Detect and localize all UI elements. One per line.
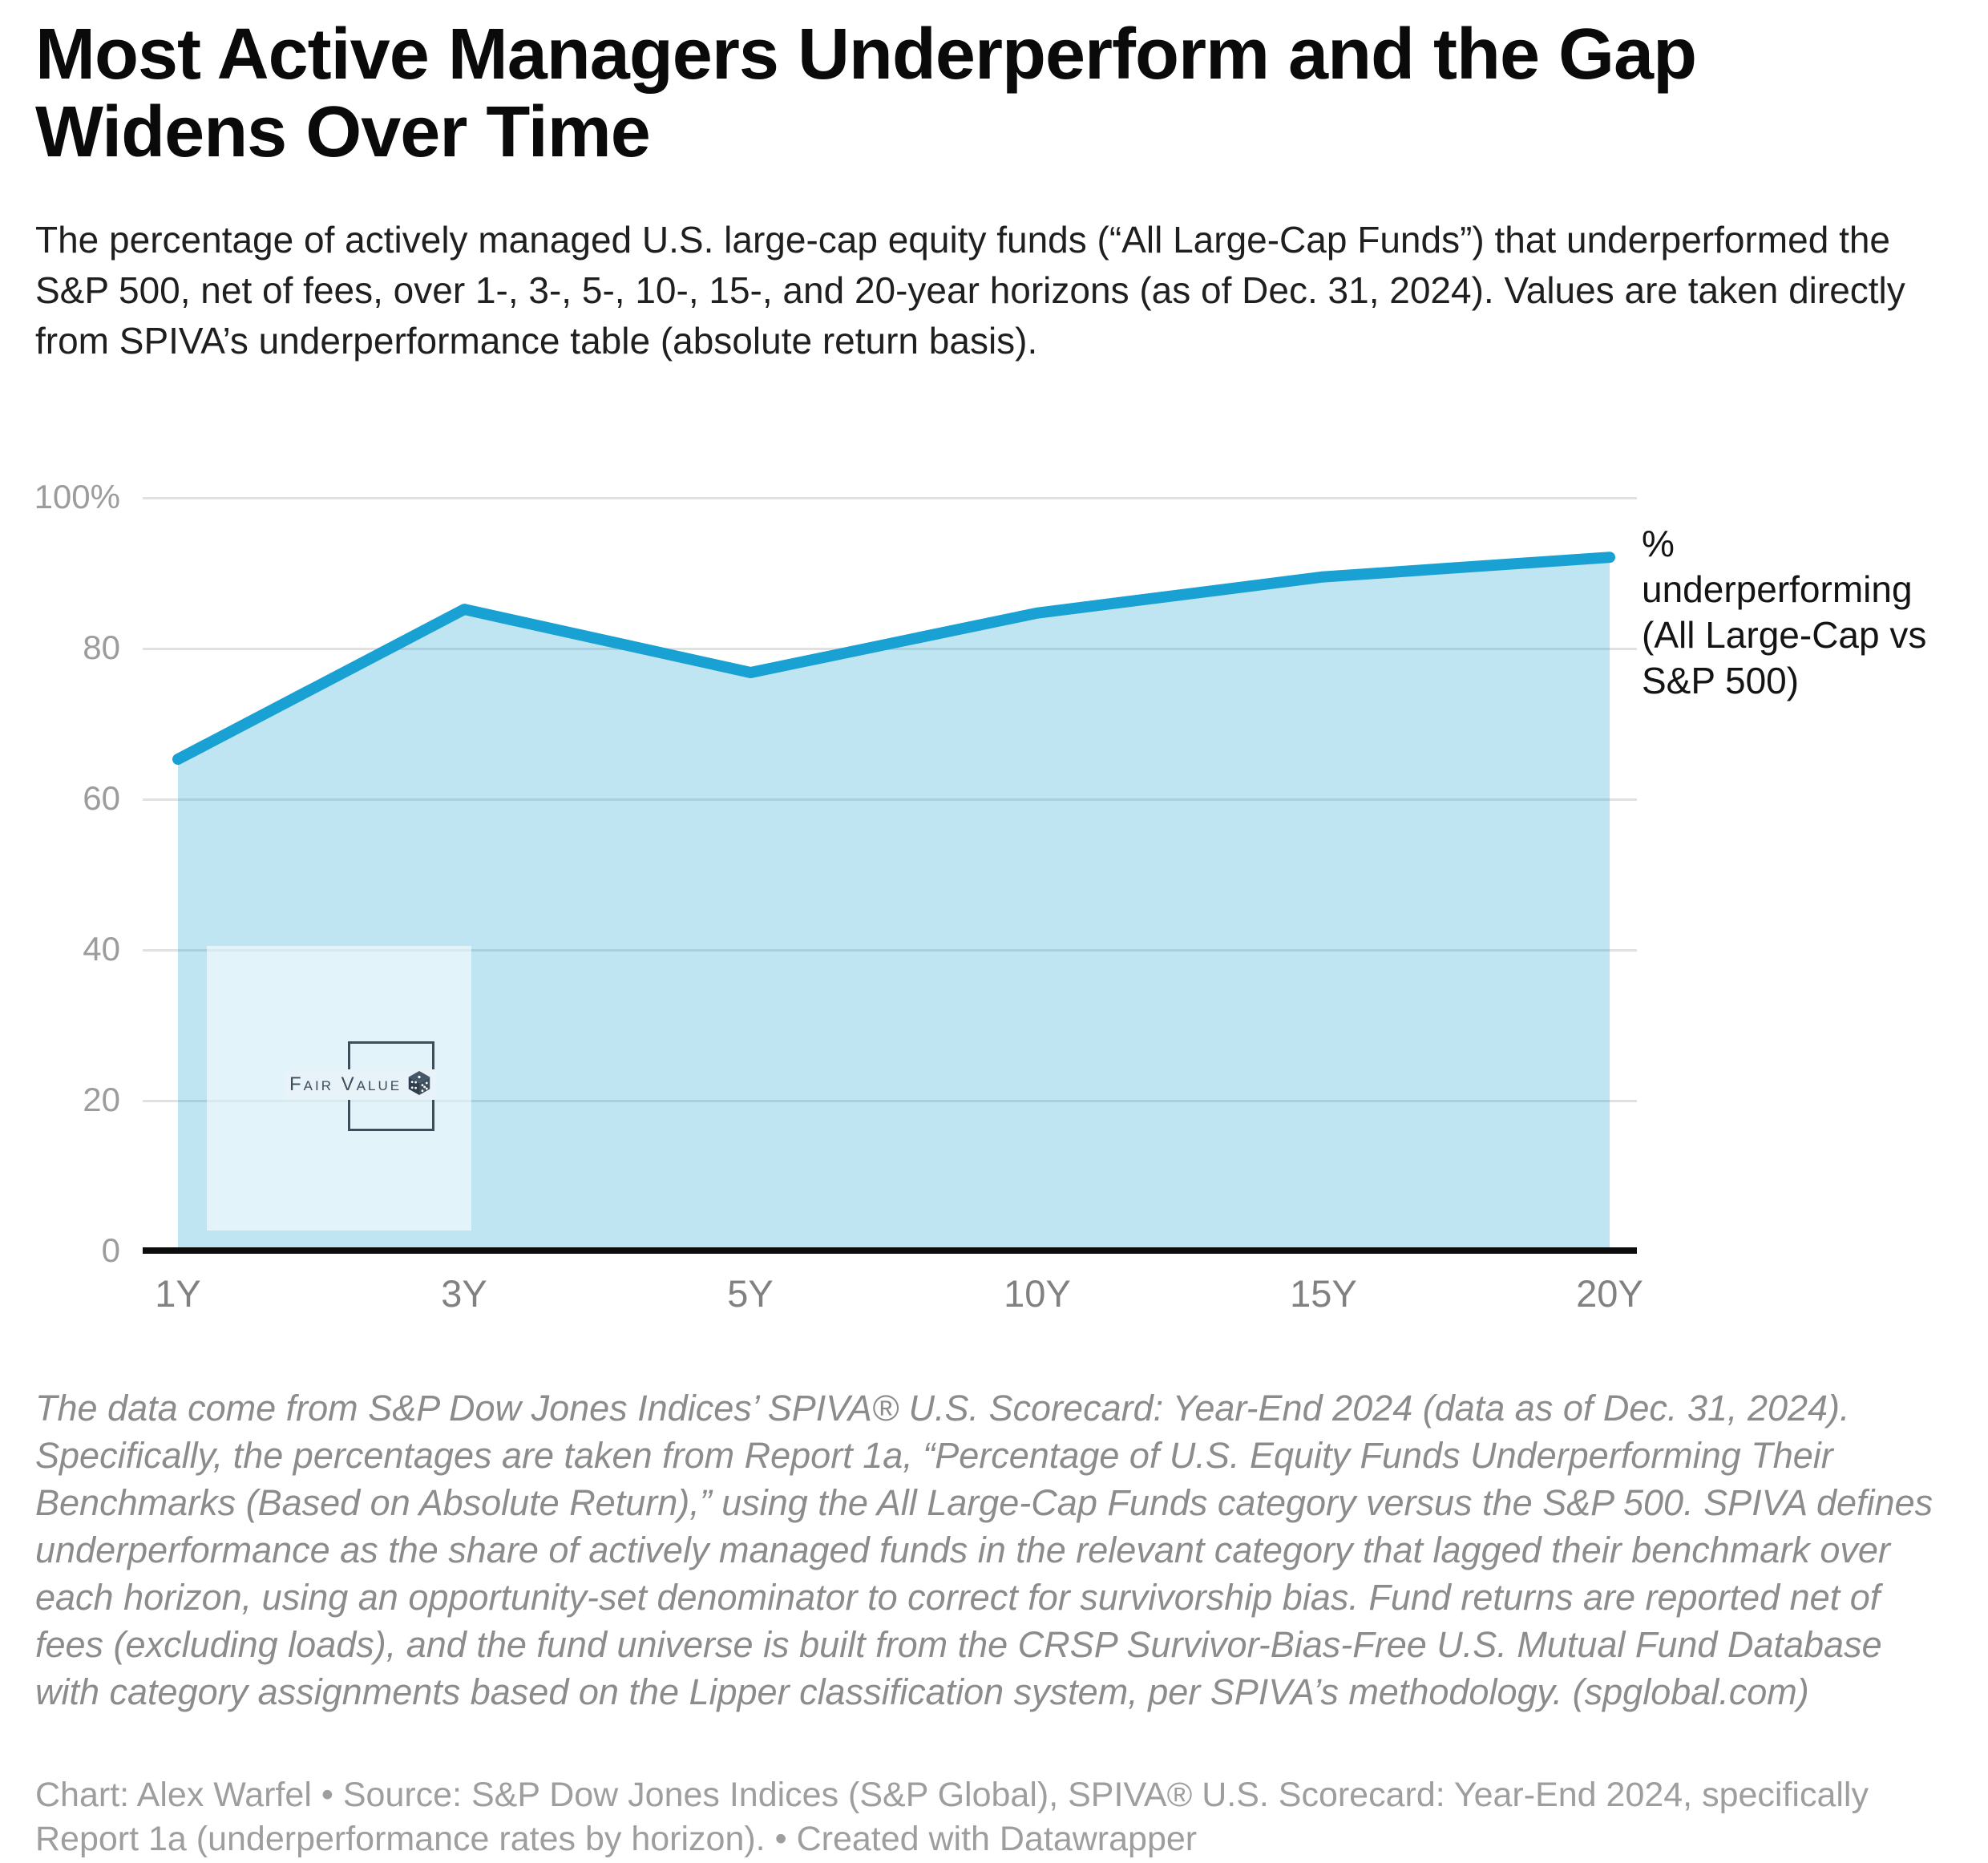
gridline-20	[143, 1100, 1637, 1102]
chart-description: The percentage of actively managed U.S. …	[35, 219, 1905, 362]
trend-line	[172, 552, 1615, 766]
x-tick-1y: 1Y	[155, 1272, 201, 1315]
gridline-100	[143, 497, 1637, 499]
y-tick-60: 60	[83, 779, 120, 817]
methodology-notes: The data come from S&P Dow Jones Indices…	[35, 1388, 1933, 1712]
y-tick-80: 80	[83, 628, 120, 666]
series-annotation-line: %	[1642, 523, 1675, 564]
y-tick-0: 0	[101, 1231, 120, 1269]
dice-icon	[407, 1070, 431, 1100]
series-annotation: % underperforming (All Large-Cap vs S&P …	[1642, 521, 1978, 704]
page-title: Most Active Managers Underperform and th…	[35, 14, 1697, 173]
x-tick-15y: 15Y	[1290, 1272, 1357, 1315]
watermark-label: Fair Value	[289, 1073, 402, 1095]
x-tick-5y: 5Y	[727, 1272, 774, 1315]
x-axis-line	[143, 1247, 1637, 1254]
y-tick-40: 40	[83, 930, 120, 968]
y-tick-100: 100%	[34, 478, 120, 515]
watermark: Fair Value	[285, 1069, 436, 1100]
x-tick-3y: 3Y	[441, 1272, 487, 1315]
y-tick-20: 20	[83, 1081, 120, 1118]
series-annotation-line: (All Large-Cap vs	[1642, 614, 1927, 657]
series-annotation-line: S&P 500)	[1642, 660, 1800, 702]
x-tick-10y: 10Y	[1004, 1272, 1071, 1315]
x-tick-20y: 20Y	[1576, 1272, 1643, 1315]
gridline-40	[143, 949, 1637, 952]
credit-line: Chart: Alex Warfel • Source: S&P Dow Jon…	[35, 1776, 1869, 1859]
series-annotation-line: underperforming	[1642, 568, 1913, 611]
area-fill	[178, 557, 1610, 1249]
gridline-60	[143, 798, 1637, 801]
